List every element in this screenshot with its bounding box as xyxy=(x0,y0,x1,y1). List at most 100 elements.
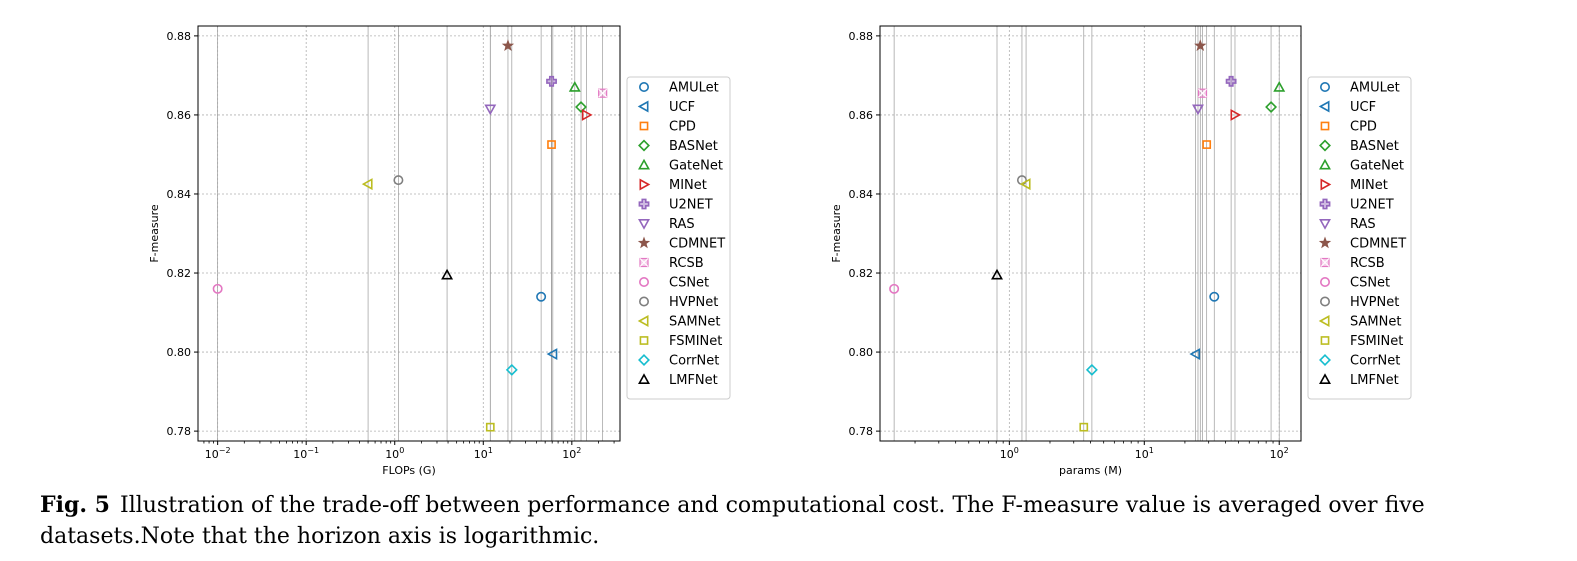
axes-frame xyxy=(197,25,621,442)
legend-label-ucf: UCF xyxy=(669,100,695,115)
legend: AMULet UCF CPD BASNet GateNet MINet U2NET RAS CD… xyxy=(1307,76,1412,400)
x-tick-label: 10−1 xyxy=(293,446,319,461)
x-axis-label: params (M) xyxy=(1059,464,1122,477)
point-cpd xyxy=(547,140,556,149)
point-ucf xyxy=(1189,348,1201,361)
legend-marker-samnet xyxy=(1318,315,1330,327)
point-rcsb xyxy=(1197,88,1208,98)
axes-frame xyxy=(879,25,1302,442)
legend-label-gatenet: GateNet xyxy=(1350,159,1404,174)
point-amulet xyxy=(536,291,547,302)
legend-marker-u2net xyxy=(1319,198,1331,210)
point-gatenet xyxy=(1273,80,1286,92)
legend-marker-ucf xyxy=(1318,100,1330,113)
y-tick-label: 0.78 xyxy=(849,425,874,438)
x-tick-label: 101 xyxy=(474,446,493,461)
legend-label-u2net: U2NET xyxy=(1350,198,1394,213)
figure-caption: Fig. 5 Illustration of the trade-off betw… xyxy=(40,490,1535,552)
point-gatenet xyxy=(568,80,581,92)
legend-label-u2net: U2NET xyxy=(669,198,713,213)
caption-text: Illustration of the trade-off between pe… xyxy=(40,493,1425,549)
legend-label-fsminet: FSMINet xyxy=(669,334,722,349)
legend-label-minet: MINet xyxy=(1350,178,1388,193)
point-corrnet xyxy=(505,363,518,376)
legend-marker-amulet xyxy=(1320,82,1331,93)
point-ras xyxy=(1192,104,1204,116)
legend-marker-gatenet xyxy=(638,158,650,170)
y-axis-label: F-measure xyxy=(148,204,161,263)
legend-marker-fsminet xyxy=(639,336,649,345)
point-lmfnet xyxy=(991,268,1003,280)
x-tick-label: 10−2 xyxy=(205,446,231,461)
legend-label-rcsb: RCSB xyxy=(669,256,704,271)
x-tick-label: 102 xyxy=(562,446,581,461)
legend-marker-hvpnet xyxy=(638,296,649,307)
point-basnet xyxy=(575,101,587,113)
legend-marker-lmfnet xyxy=(638,373,650,384)
legend-label-ras: RAS xyxy=(1350,217,1376,232)
legend-label-ras: RAS xyxy=(669,217,695,232)
legend-marker-amulet xyxy=(638,82,649,93)
point-ucf xyxy=(546,348,558,361)
point-cpd xyxy=(1202,140,1212,149)
x-axis-label: FLOPs (G) xyxy=(382,464,436,477)
legend-marker-ras xyxy=(638,219,650,230)
legend-label-samnet: SAMNet xyxy=(1350,315,1401,330)
y-tick-label: 0.80 xyxy=(849,346,874,359)
point-ras xyxy=(484,104,497,116)
legend-label-samnet: SAMNet xyxy=(669,315,720,330)
legend-marker-rcsb-cross xyxy=(639,258,649,267)
chart-panel-1: 0.78 0.80 0.82 0.84 0.86 0.88 10−2 10−1 100 101 10… xyxy=(148,25,731,477)
y-axis-label: F-measure xyxy=(830,204,843,263)
legend-marker-basnet xyxy=(638,139,650,152)
point-minet xyxy=(581,108,593,121)
legend-label-hvpnet: HVPNet xyxy=(669,295,718,310)
point-amulet xyxy=(1209,291,1220,302)
legend-label-fsminet: FSMINet xyxy=(1350,334,1403,349)
y-tick-label: 0.86 xyxy=(849,109,874,122)
legend-marker-cdmnet xyxy=(1318,236,1332,249)
legend-marker-corrnet xyxy=(638,354,650,366)
legend-label-hvpnet: HVPNet xyxy=(1350,295,1399,310)
legend-marker-minet xyxy=(639,178,651,191)
y-tick-label: 0.82 xyxy=(167,267,192,280)
legend-marker-ras xyxy=(1319,219,1331,230)
legend-marker-hvpnet xyxy=(1320,296,1331,307)
point-lmfnet xyxy=(441,268,454,280)
legend-marker-samnet xyxy=(637,315,649,327)
y-tick-label: 0.88 xyxy=(167,30,192,43)
legend-box xyxy=(626,76,731,400)
legend-marker-rcsb-cross xyxy=(1320,258,1330,267)
point-corrnet xyxy=(1085,363,1098,376)
legend-marker-cdmnet xyxy=(637,236,651,249)
x-tick-label: 100 xyxy=(385,446,404,461)
point-minet xyxy=(1230,108,1242,121)
legend-marker-fsminet xyxy=(1320,336,1330,345)
point-rcsb-cross xyxy=(1198,88,1207,98)
point-rcsb xyxy=(598,88,608,98)
legend-label-corrnet: CorrNet xyxy=(669,354,719,369)
point-hvpnet xyxy=(393,175,404,186)
caption-label: Fig. 5 xyxy=(40,492,110,518)
legend-label-csnet: CSNet xyxy=(1350,276,1390,291)
legend-label-ucf: UCF xyxy=(1350,100,1376,115)
chart-panel-2: 0.78 0.80 0.82 0.84 0.86 0.88 100 101 102 params … xyxy=(830,25,1412,477)
legend-box xyxy=(1307,76,1412,400)
legend-marker-cpd xyxy=(639,121,649,131)
legend-label-gatenet: GateNet xyxy=(669,159,723,174)
legend-marker-ucf xyxy=(637,100,649,113)
legend-marker-rcsb xyxy=(639,257,649,268)
legend-marker-minet xyxy=(1320,178,1332,191)
point-cdmnet xyxy=(1194,39,1207,52)
legend-marker-corrnet xyxy=(1319,354,1331,366)
legend-marker-csnet xyxy=(1320,276,1331,287)
point-fsminet xyxy=(1079,422,1089,432)
legend-label-corrnet: CorrNet xyxy=(1350,354,1400,369)
legend-label-lmfnet: LMFNet xyxy=(1350,373,1399,388)
y-tick-label: 0.82 xyxy=(849,267,874,280)
legend-label-basnet: BASNet xyxy=(1350,139,1399,154)
point-samnet xyxy=(361,178,373,191)
legend-marker-rcsb xyxy=(1320,257,1330,268)
y-tick-label: 0.88 xyxy=(849,30,874,43)
legend-label-lmfnet: LMFNet xyxy=(669,373,718,388)
